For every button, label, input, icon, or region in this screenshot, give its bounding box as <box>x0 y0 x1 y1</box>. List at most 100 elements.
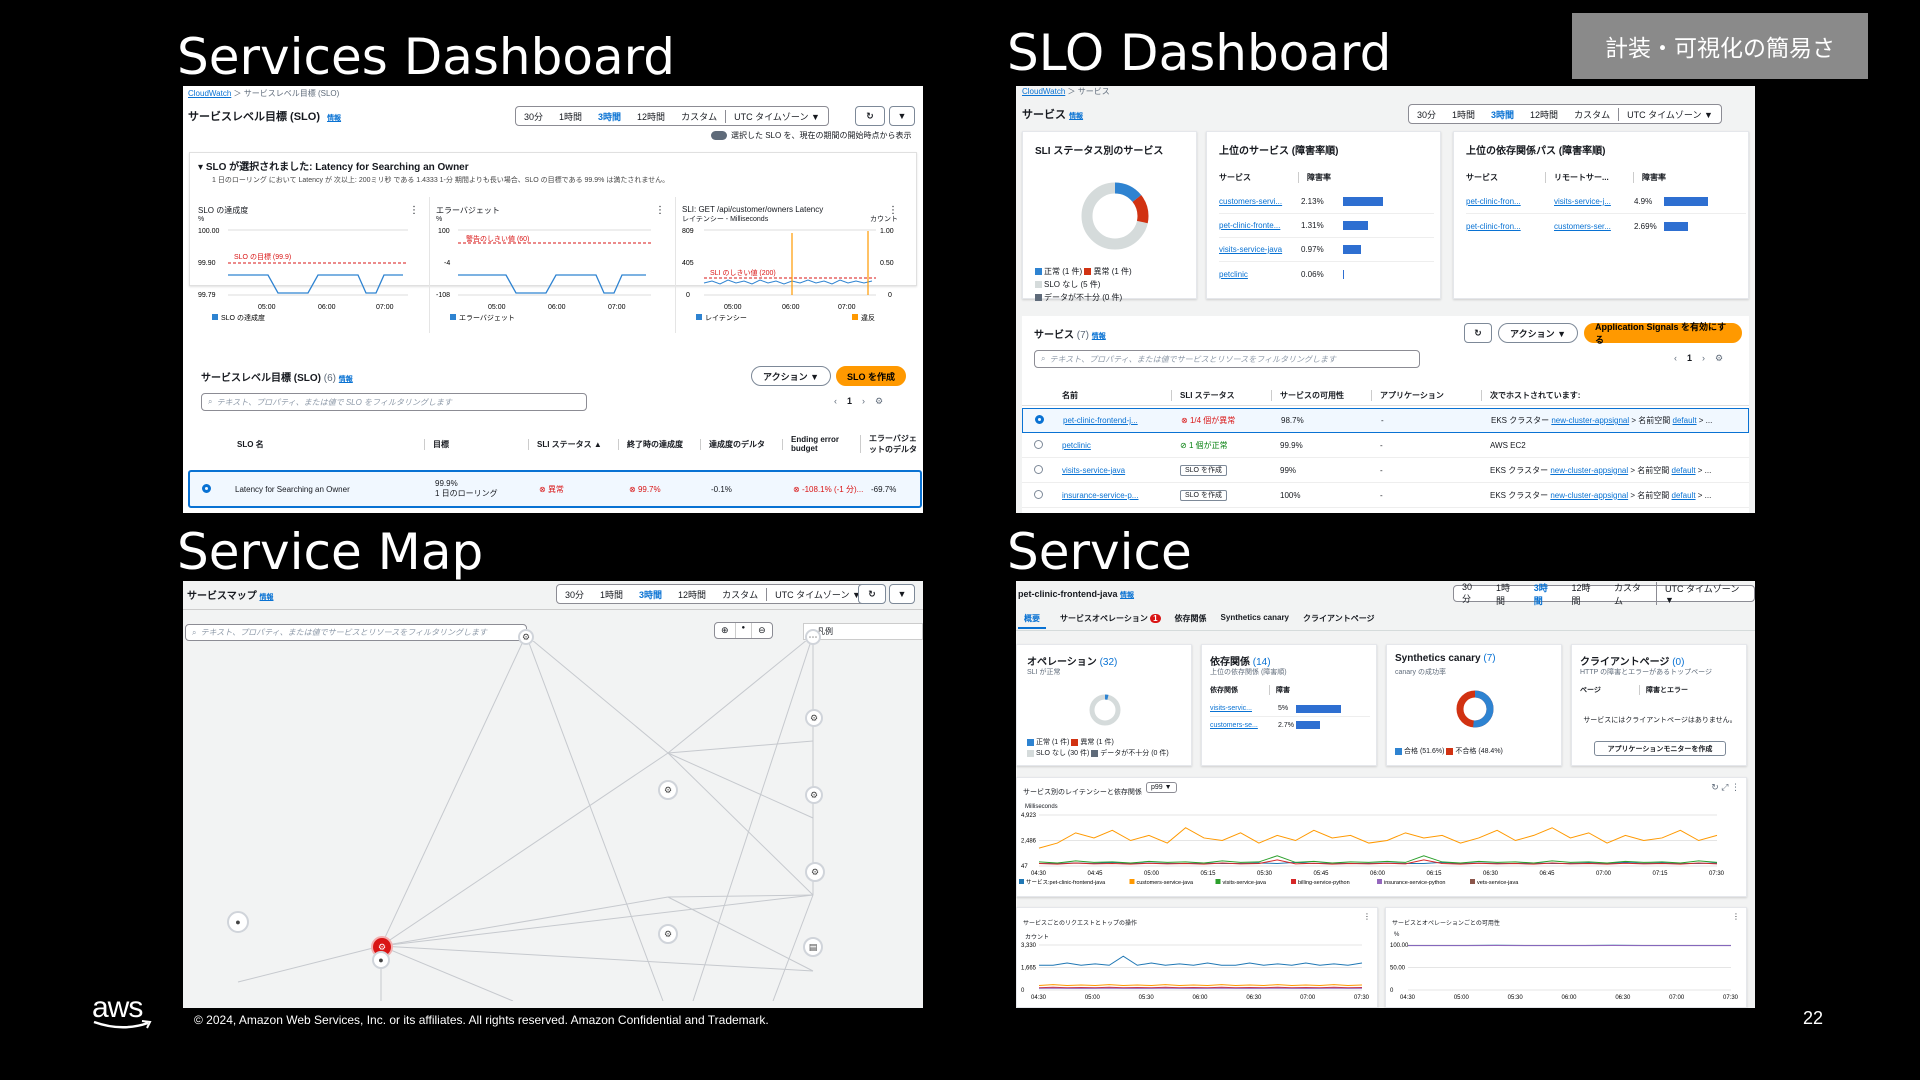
tab-service-operations[interactable]: サービスオペレーション 1 <box>1060 613 1161 629</box>
zoom-out-icon[interactable]: ⊖ <box>758 625 766 635</box>
selected-slo-title[interactable]: ▾ SLO が選択されました: Latency for Searching an… <box>198 162 469 173</box>
service-link[interactable]: insurance-service-p... <box>1062 490 1139 500</box>
prev-page-icon[interactable]: ‹ <box>1674 353 1677 363</box>
service-link[interactable]: petclinic <box>1062 440 1091 450</box>
remote-service-link[interactable]: customers-ser... <box>1554 221 1611 231</box>
tab-client-pages[interactable]: クライアントページ <box>1303 614 1375 623</box>
info-link[interactable]: 情報 <box>1091 333 1106 340</box>
service-link[interactable]: pet-clinic-fron... <box>1466 197 1521 206</box>
info-link[interactable]: 情報 <box>259 594 274 601</box>
dependencies-count[interactable]: (14) <box>1252 657 1271 668</box>
service-link[interactable]: pet-clinic-fron... <box>1466 221 1521 231</box>
toggle-switch[interactable] <box>711 131 727 140</box>
map-search-input[interactable]: ⌕ テキスト、プロパティ、または値でサービスとリソースをフィルタリングします <box>185 624 527 641</box>
info-link[interactable]: 情報 <box>1120 592 1135 599</box>
time-range-selector[interactable]: 30分 1時間 3時間 12時間 カスタム UTC タイムゾーン ▼ <box>515 106 829 126</box>
service-link[interactable]: pet-clinic-frontend-j... <box>1063 416 1138 425</box>
service-node[interactable]: ● <box>372 951 390 969</box>
namespace-link[interactable]: default <box>1671 465 1696 475</box>
table-row[interactable]: Latency for Searching an Owner 99.9% 1 日の… <box>188 470 922 508</box>
table-row[interactable]: insurance-service-p... SLO を作成 100% - EKS クラ… <box>1022 483 1749 508</box>
column-header[interactable]: SLI ステータス <box>1172 390 1272 401</box>
canary-count[interactable]: (7) <box>1483 653 1496 664</box>
page-number[interactable]: 1 <box>1687 353 1693 363</box>
legend-toggle[interactable]: ▸ 凡例 <box>803 623 923 640</box>
actions-button[interactable]: アクション ▼ <box>1498 323 1578 343</box>
create-slo-button[interactable]: SLO を作成 <box>1180 490 1227 501</box>
time-30m[interactable]: 30分 <box>1417 109 1437 120</box>
service-link[interactable]: petclinic <box>1219 269 1248 279</box>
service-node[interactable]: ⚙ <box>658 924 678 944</box>
cluster-link[interactable]: new-cluster-appsignal <box>1550 490 1629 500</box>
row-radio[interactable] <box>1034 464 1043 474</box>
time-range-selector[interactable]: 30分 1時間 3時間 12時間 カスタム UTC タイムゾーン ▼ <box>556 584 870 604</box>
service-node[interactable]: ⚙ <box>805 709 823 727</box>
timezone-select[interactable]: UTC タイムゾーン ▼ <box>725 109 828 123</box>
timezone-select[interactable]: UTC タイムゾーン ▼ <box>766 587 869 601</box>
column-header[interactable]: 達成度のデルタ <box>701 438 783 450</box>
tab-dependencies[interactable]: 依存関係 <box>1174 614 1207 623</box>
time-12h[interactable]: 12時間 <box>1530 109 1559 120</box>
service-node[interactable]: ⋯ <box>805 629 821 645</box>
service-node[interactable]: ● <box>227 911 249 933</box>
time-3h[interactable]: 3時間 <box>1491 109 1515 120</box>
settings-gear-icon[interactable]: ⚙ <box>875 396 884 406</box>
column-header[interactable]: 名前 <box>1062 390 1172 401</box>
refresh-button[interactable]: ↻ <box>858 584 886 604</box>
cluster-link[interactable]: new-cluster-appsignal <box>1551 416 1630 425</box>
info-link[interactable]: 情報 <box>327 115 342 122</box>
create-app-monitor-button[interactable]: アプリケーションモニターを作成 <box>1594 741 1726 756</box>
time-custom[interactable]: カスタム <box>1613 582 1641 606</box>
time-range-selector[interactable]: 30分 1時間 3時間 12時間 カスタム UTC タイムゾーン ▼ <box>1453 582 1755 606</box>
time-custom[interactable]: カスタム <box>681 111 718 122</box>
time-12h[interactable]: 12時間 <box>1571 582 1591 606</box>
time-30m[interactable]: 30分 <box>565 589 585 600</box>
column-header[interactable]: エラーバジェットのデルタ <box>869 434 917 454</box>
time-30m[interactable]: 30分 <box>1462 582 1473 604</box>
timezone-select[interactable]: UTC タイムゾーン ▼ <box>1655 582 1754 605</box>
time-range-selector[interactable]: 30分 1時間 3時間 12時間 カスタム UTC タイムゾーン ▼ <box>1408 104 1722 124</box>
next-page-icon[interactable]: › <box>1702 353 1706 363</box>
column-header[interactable]: Ending error budget <box>783 435 861 453</box>
service-node[interactable]: ▤ <box>803 937 823 957</box>
service-link[interactable]: visits-service-java <box>1062 465 1126 475</box>
column-header[interactable]: 終了時の達成度 <box>619 438 701 450</box>
table-row[interactable]: petclinic ⊘ 1 個が正常 99.9% - AWS EC2 <box>1022 433 1749 458</box>
time-custom[interactable]: カスタム <box>1574 109 1611 120</box>
service-link[interactable]: pet-clinic-fronte... <box>1219 221 1281 230</box>
expand-icon[interactable]: ⤢ <box>1721 782 1729 792</box>
row-radio[interactable] <box>1034 489 1043 499</box>
chart-menu-icon[interactable]: ⋮ <box>409 205 419 216</box>
settings-gear-icon[interactable]: ⚙ <box>1715 353 1724 363</box>
row-radio[interactable] <box>1035 415 1044 424</box>
service-link[interactable]: customers-servi... <box>1219 197 1283 206</box>
column-header[interactable]: 次でホストされています: <box>1490 391 1581 400</box>
operations-count[interactable]: (32) <box>1099 657 1118 668</box>
chart-menu-icon[interactable]: ⋮ <box>655 205 665 216</box>
statistic-select[interactable]: p99 ▼ <box>1146 782 1177 793</box>
refresh-options-button[interactable]: ▼ <box>889 584 915 604</box>
refresh-icon[interactable]: ↻ <box>1711 782 1719 792</box>
breadcrumb-cloudwatch[interactable]: CloudWatch <box>188 89 232 98</box>
page-number[interactable]: 1 <box>847 396 853 406</box>
service-node[interactable]: ⚙ <box>658 780 678 800</box>
refresh-button[interactable]: ↻ <box>855 106 885 126</box>
column-header[interactable]: サービスの可用性 <box>1272 390 1372 401</box>
remote-service-link[interactable]: visits-service-j... <box>1554 197 1611 206</box>
service-node[interactable]: ⚙ <box>805 786 823 804</box>
actions-button[interactable]: アクション ▼ <box>751 366 831 386</box>
breadcrumb-cloudwatch[interactable]: CloudWatch <box>1022 87 1066 96</box>
column-header[interactable]: アプリケーション <box>1372 390 1482 401</box>
slo-search-input[interactable]: ⌕ テキスト、プロパティ、または値で SLO をフィルタリングします <box>201 393 587 411</box>
chart-menu-icon[interactable]: ⋮ <box>1731 782 1740 792</box>
namespace-link[interactable]: default <box>1671 490 1696 500</box>
refresh-options-button[interactable]: ▼ <box>889 106 915 126</box>
column-header[interactable]: 目標 <box>425 438 529 450</box>
timezone-select[interactable]: UTC タイムゾーン ▼ <box>1618 107 1721 121</box>
dependency-link[interactable]: customers-se... <box>1210 721 1258 729</box>
chart-menu-icon[interactable]: ⋮ <box>1732 912 1740 921</box>
time-1h[interactable]: 1時間 <box>559 111 583 122</box>
info-link[interactable]: 情報 <box>1069 113 1084 120</box>
time-3h[interactable]: 3時間 <box>639 589 663 600</box>
service-link[interactable]: visits-service-java <box>1219 245 1283 254</box>
